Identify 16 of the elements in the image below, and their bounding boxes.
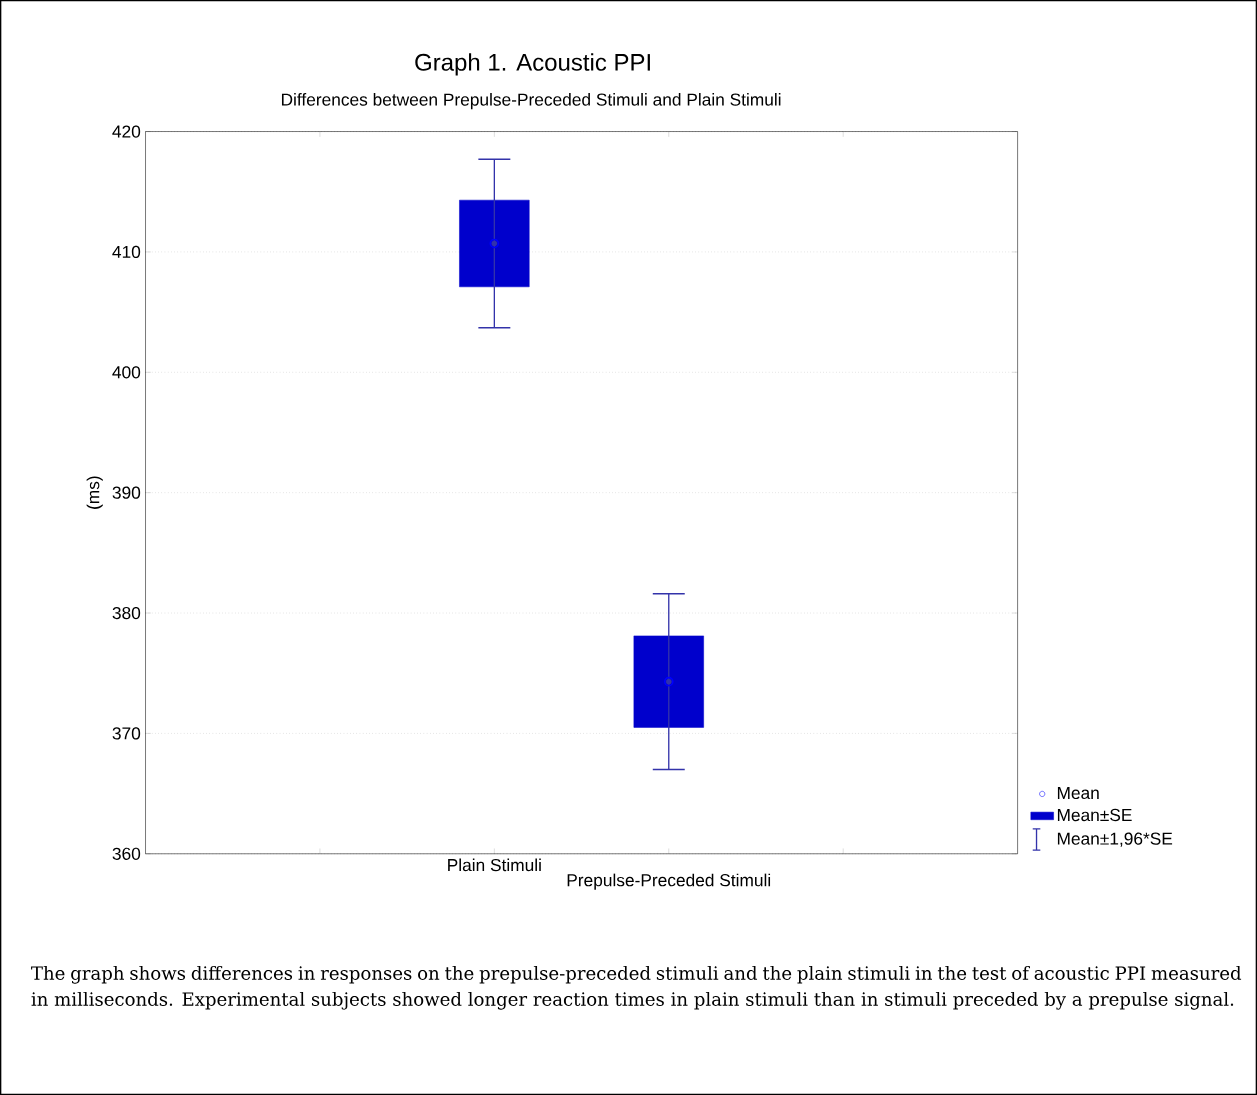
y-axis-title: (ms) xyxy=(86,476,103,509)
y-tick-label: 370 xyxy=(112,727,141,740)
chart-title: Graph 1. Acoustic PPI xyxy=(415,53,650,76)
y-tick-label: 380 xyxy=(112,606,141,620)
text: The graph shows differences in responses on the prepulse-preceded stimuli and the plain stimuli in the test of acoustic PPI measured in milliseconds. Experimental subjects showed longer reaction times in plain stimuli than in stimuli preceded by a prepulse signal. xyxy=(31,965,1242,1010)
legend-label: Mean±SE xyxy=(1057,808,1132,822)
legend-label: Mean±1,96*SE xyxy=(1057,832,1173,847)
x-tick-label: Prepulse-Preceded Stimuli xyxy=(567,873,771,890)
y-tick-label: 390 xyxy=(112,486,141,499)
y-tick-label: 400 xyxy=(112,366,141,379)
chart-subtitle: Differences between Prepulse-Preceded Stimuli and Plain Stimuli xyxy=(281,92,781,110)
x-tick-label: Plain Stimuli xyxy=(448,858,541,872)
legend-label: Mean xyxy=(1057,786,1099,799)
y-tick-label: 420 xyxy=(112,125,141,138)
y-tick-label: 410 xyxy=(112,245,141,258)
y-tick-label: 360 xyxy=(112,847,141,860)
